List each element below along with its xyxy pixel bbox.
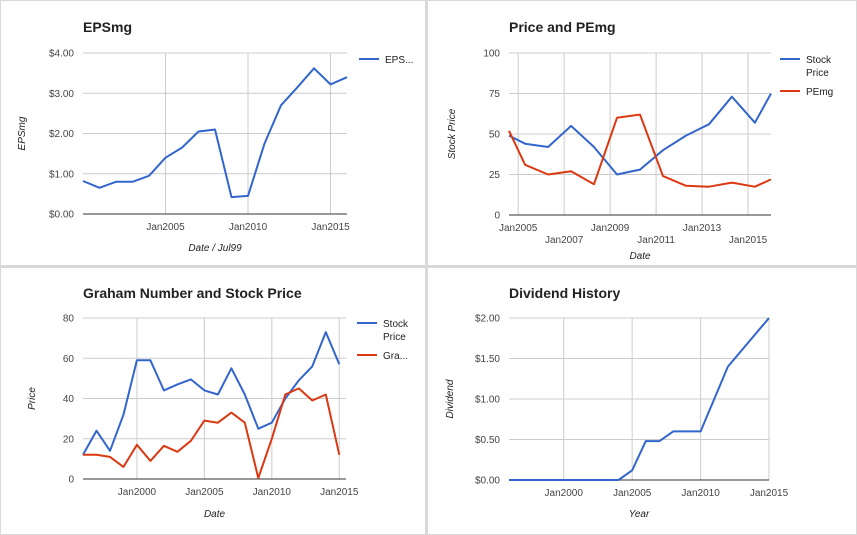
series-line-1	[83, 387, 341, 479]
chart-svg: EPSmg $0.00 $1.00 $2.00 $3.00 $4.00 Jan2005 Jan…	[17, 19, 413, 254]
y-tick-label: 80	[63, 314, 75, 325]
x-tick-label: Jan2011	[637, 235, 675, 246]
y-axis-label: Dividend	[445, 379, 456, 418]
legend-label: Stock Price	[383, 319, 409, 343]
series-line-1	[508, 113, 772, 188]
x-tick-label: Jan2005	[499, 223, 538, 234]
legend-label: PEmg	[806, 87, 833, 98]
y-tick-label: 0	[494, 211, 500, 222]
chart-title: Graham Number and Stock Price	[83, 285, 302, 301]
dividend-chart-panel: Dividend History $0.00 $0.50 $1.00 $1.50 $2.0…	[428, 268, 856, 534]
y-tick-label: 75	[489, 89, 501, 100]
x-axis-label: Date / Jul99	[188, 243, 242, 254]
x-tick-label: Jan2015	[750, 488, 789, 499]
y-tick-label: $1.00	[475, 395, 500, 406]
chart-svg: Price and PEmg 0 25 50 75 100 Jan2005 Jan2007 Ja…	[447, 19, 833, 262]
x-axis-label: Date	[629, 251, 651, 262]
legend-label: EPS...	[385, 55, 413, 66]
y-tick-label: 50	[489, 130, 501, 141]
y-tick-label: $1.50	[475, 354, 500, 365]
y-axis-label: EPSmg	[17, 116, 28, 150]
y-tick-label: $0.00	[475, 476, 500, 487]
x-tick-label: Jan2005	[185, 487, 224, 498]
series-line-0	[82, 331, 341, 456]
price-pe-chart-panel: Price and PEmg 0 25 50 75 100 Jan2005 Jan2007 Ja…	[428, 1, 856, 265]
chart-svg: Dividend History $0.00 $0.50 $1.00 $1.50 $2.0…	[445, 285, 789, 520]
y-tick-label: $1.00	[49, 169, 74, 180]
y-tick-label: $4.00	[49, 49, 74, 60]
y-axis-label: Price	[27, 387, 38, 410]
chart-title: Dividend History	[509, 285, 620, 301]
series-line-0	[82, 67, 348, 199]
x-tick-label: Jan2005	[146, 222, 185, 233]
y-axis-label: Stock Price	[447, 108, 458, 159]
graham-chart-panel: Graham Number and Stock Price 0 20 40 60 80 Ja…	[1, 268, 425, 534]
x-axis-label: Date	[204, 509, 226, 520]
x-tick-label: Jan2000	[118, 487, 157, 498]
eps-chart-panel: EPSmg $0.00 $1.00 $2.00 $3.00 $4.00 Jan2005 Jan…	[1, 1, 425, 265]
y-tick-label: $3.00	[49, 89, 74, 100]
x-tick-label: Jan2013	[683, 223, 722, 234]
y-tick-label: 100	[483, 49, 500, 60]
x-tick-label: Jan2010	[253, 487, 292, 498]
y-tick-label: $2.00	[49, 129, 74, 140]
y-tick-label: 60	[63, 354, 75, 365]
x-tick-label: Jan2009	[591, 223, 630, 234]
x-tick-label: Jan2015	[311, 222, 350, 233]
y-tick-label: 20	[63, 434, 75, 445]
series-line-0	[509, 317, 770, 481]
y-tick-label: $0.50	[475, 435, 500, 446]
chart-svg: Graham Number and Stock Price 0 20 40 60 80 Ja…	[27, 285, 409, 520]
x-tick-label: Jan2000	[545, 488, 584, 499]
x-tick-label: Jan2015	[320, 487, 359, 498]
chart-title: EPSmg	[83, 19, 132, 35]
y-tick-label: 40	[63, 394, 75, 405]
x-axis-label: Year	[629, 509, 650, 520]
y-tick-label: 0	[68, 475, 74, 486]
x-tick-label: Jan2015	[729, 235, 768, 246]
x-tick-label: Jan2007	[545, 235, 584, 246]
legend-label: Gra...	[383, 351, 408, 362]
chart-title: Price and PEmg	[509, 19, 616, 35]
y-tick-label: $2.00	[475, 314, 500, 325]
y-tick-label: $0.00	[49, 210, 74, 221]
x-tick-label: Jan2010	[229, 222, 268, 233]
x-tick-label: Jan2010	[681, 488, 720, 499]
y-tick-label: 25	[489, 170, 501, 181]
x-tick-label: Jan2005	[613, 488, 652, 499]
legend-label: Stock Price	[806, 55, 832, 79]
series-line-0	[508, 93, 772, 176]
